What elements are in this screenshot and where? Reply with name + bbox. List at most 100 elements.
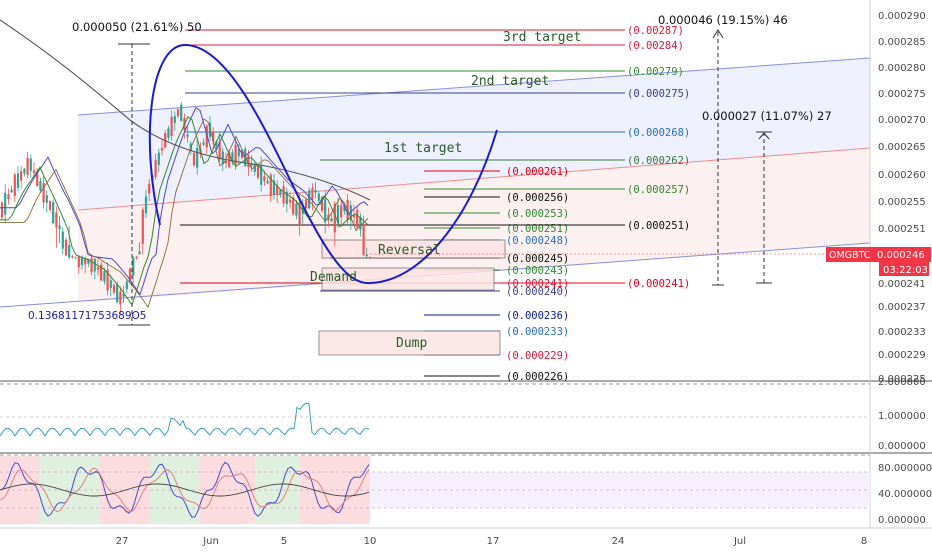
candle-body (349, 205, 352, 221)
candle-body (170, 116, 173, 136)
countdown-text: 03:22:03 (883, 265, 928, 276)
upper-channel-fill (78, 58, 870, 210)
symbol-badge-text: OMGBTC (829, 250, 871, 261)
candle-body (132, 258, 135, 276)
candle-body (180, 104, 183, 121)
channel-mid-line (77, 147, 871, 211)
time-axis-tick: 24 (612, 536, 625, 547)
osc-line-d (0, 467, 370, 513)
candle-body (253, 164, 256, 172)
price-axis-tick: 0.000275 (878, 89, 926, 100)
candle-body (272, 180, 276, 195)
volume-axis-tick: 2.000000 (878, 377, 926, 388)
price-axis-tick: 0.000237 (878, 302, 926, 313)
third-target-label: 3rd target (503, 30, 581, 45)
candle-body (52, 202, 55, 224)
ma-long-line (0, 19, 371, 201)
time-axis-tick: Jul (733, 536, 746, 547)
price-axis-tick: 0.000225 (878, 374, 926, 385)
candle-body (61, 231, 64, 249)
candle-body (330, 218, 333, 222)
level-label: (0.000251) (627, 220, 690, 232)
candle-body (247, 154, 250, 168)
candle-body (64, 239, 68, 256)
level-label: (0.000240) (506, 286, 569, 298)
candle-body (324, 199, 327, 223)
demand-zone (321, 267, 495, 291)
price-axis-tick: 0.000260 (878, 170, 926, 181)
candle-body (160, 148, 164, 151)
level-label: (0.000226) (506, 371, 569, 383)
candle-body (237, 148, 240, 157)
reversal-zone (321, 239, 506, 259)
candle-body (7, 194, 10, 200)
candle-body (16, 173, 20, 188)
candle-body (224, 160, 228, 164)
symbol-badge (826, 247, 880, 262)
candle-body (58, 225, 61, 230)
candle-body (215, 141, 218, 146)
osc-axis-tick: 0.000000 (878, 515, 926, 526)
candle-body (45, 195, 48, 203)
price-axis-tick: 0.000241 (878, 279, 926, 290)
candle-body (298, 202, 301, 226)
candle-body (71, 256, 74, 258)
ma-blue-line (0, 106, 369, 296)
candle-body (109, 280, 112, 288)
candle-body (368, 256, 372, 259)
candle-body (48, 201, 52, 210)
candle-body (176, 109, 180, 117)
candle-body (122, 294, 125, 297)
candle-body (266, 181, 269, 184)
candle-body (119, 291, 122, 305)
osc-line-mid (0, 483, 370, 497)
candle-body (20, 171, 23, 181)
candle-body (263, 176, 266, 182)
candle-body (106, 269, 109, 291)
candle-body (0, 202, 4, 218)
level-label: (0.000268) (627, 127, 690, 139)
price-axis-tick: 0.000265 (878, 142, 926, 153)
candle-body (128, 268, 132, 282)
time-axis-tick: 27 (116, 536, 129, 547)
candle-body (314, 190, 317, 193)
measure-right-label: 0.000046 (19.15%) 46 (658, 13, 788, 27)
candle-body (23, 168, 26, 174)
candle-body (295, 203, 298, 216)
candle-body (55, 212, 58, 228)
candle-body (80, 256, 84, 266)
candle-body (29, 158, 32, 171)
candle-body (196, 148, 199, 168)
candle-body (144, 196, 148, 214)
candle-body (282, 186, 285, 204)
candle-body (125, 281, 128, 290)
candle-body (148, 183, 151, 194)
candle-body (26, 157, 29, 175)
projection-arc (148, 43, 498, 285)
time-axis-tick: Jun (202, 536, 219, 547)
time-axis-tick: 10 (364, 536, 377, 547)
level-label: (0.000236) (506, 310, 569, 322)
candle-body (269, 174, 272, 197)
candle-body (10, 189, 13, 193)
candle-body (100, 264, 103, 281)
price-axis-tick: 0.000280 (878, 63, 926, 74)
level-label: (0.00284) (627, 40, 684, 52)
candle-body (74, 257, 77, 259)
low-price-label: 0.13681171753689O5 (28, 310, 147, 322)
measure-left-label: 0.000050 (21.61%) 50 (72, 20, 202, 34)
candle-body (116, 284, 119, 303)
candle-body (202, 142, 205, 145)
candle-body (157, 152, 160, 166)
candle-body (218, 142, 221, 160)
candle-body (90, 257, 93, 273)
second-target-label: 2nd target (471, 74, 549, 89)
measure-right-arrow (712, 29, 724, 39)
candle-body (135, 256, 138, 259)
volume-axis-tick: 0.000000 (878, 441, 926, 452)
channel-top-line (77, 57, 871, 116)
dump-zone (318, 330, 501, 356)
level-label: (0.000245) (506, 253, 569, 265)
